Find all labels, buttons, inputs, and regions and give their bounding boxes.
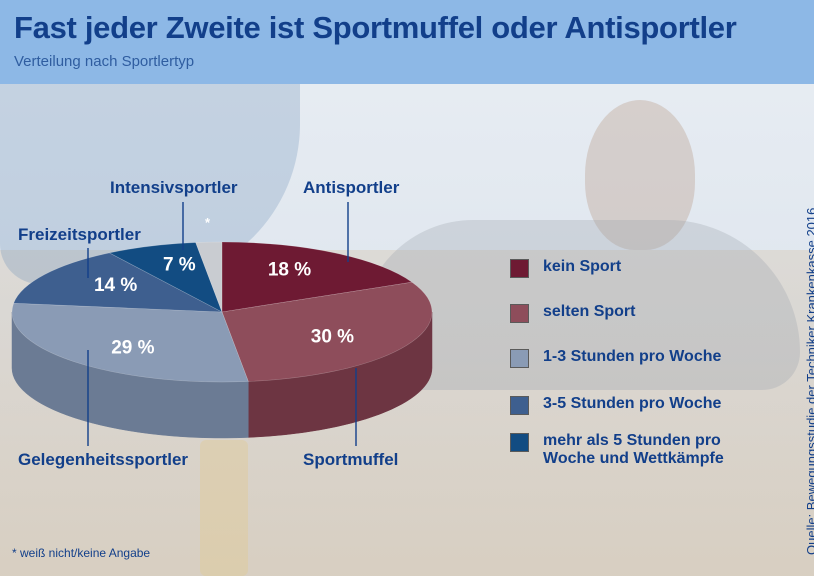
footnote: * weiß nicht/keine Angabe [12, 546, 151, 560]
pie-value-label-selten-sport: 30 % [311, 326, 354, 347]
pie-slice-selten-sport [221, 281, 433, 382]
pie-value-label-wei-nicht-keine-angabe: * [205, 215, 211, 230]
legend-label: mehr als 5 Stunden pro Woche und Wettkäm… [543, 432, 724, 467]
legend-item-1-3-stunden: 1-3 Stunden pro Woche [510, 348, 773, 368]
glass-shape [200, 440, 248, 576]
pie-value-label-kein-sport: 18 % [268, 259, 311, 280]
legend-item-mehr-als-5-stunden: mehr als 5 Stunden pro Woche und Wettkäm… [510, 432, 773, 468]
legend-item-selten-sport: selten Sport [510, 303, 773, 323]
pie-slice-wei-nicht-keine-angabe [195, 241, 223, 313]
legend-swatch [510, 259, 529, 278]
header-bar: Fast jeder Zweite ist Sportmuffel oder A… [0, 0, 814, 84]
pie-slice-1-3-stunden-pro-woche [11, 302, 249, 383]
group-label-antisportler: Antisportler [303, 178, 400, 197]
legend-swatch [510, 433, 529, 452]
pie-value-label-3-5-stunden-pro-woche: 14 % [94, 275, 137, 296]
group-label-gelegenheitssportler: Gelegenheitssportler [18, 450, 189, 469]
legend-label: 3-5 Stunden pro Woche [543, 395, 722, 412]
legend-swatch [510, 349, 529, 368]
chart-title: Fast jeder Zweite ist Sportmuffel oder A… [14, 10, 737, 45]
group-label-intensivsportler: Intensivsportler [110, 178, 238, 197]
legend-label: 1-3 Stunden pro Woche [543, 348, 722, 365]
legend-label: selten Sport [543, 303, 636, 320]
pie-value-label-1-3-stunden-pro-woche: 29 % [111, 338, 154, 359]
pie-slice-mehr-als-5-stunden-pro-woche-und-wettk-mpfe [108, 242, 223, 313]
legend-swatch [510, 396, 529, 415]
legend-swatch [510, 304, 529, 323]
group-label-sportmuffel: Sportmuffel [303, 450, 399, 469]
pie-slice-3-5-stunden-pro-woche [13, 252, 223, 313]
legend-item-kein-sport: kein Sport [510, 258, 773, 278]
pie-value-label-mehr-als-5-stunden-pro-woche-und-wettk-mpfe: 7 % [163, 255, 196, 276]
person-head-shape [585, 100, 695, 250]
chart-subtitle: Verteilung nach Sportlertyp [14, 53, 195, 70]
legend-label: kein Sport [543, 258, 622, 275]
pie-slice-kein-sport [221, 241, 413, 313]
group-label-freizeitsportler: Freizeitsportler [18, 225, 141, 244]
person-body-shape [360, 220, 800, 390]
legend-item-3-5-stunden: 3-5 Stunden pro Woche [510, 395, 773, 415]
source-note: Quelle: Bewegungsstudie der Techniker Kr… [804, 207, 814, 555]
